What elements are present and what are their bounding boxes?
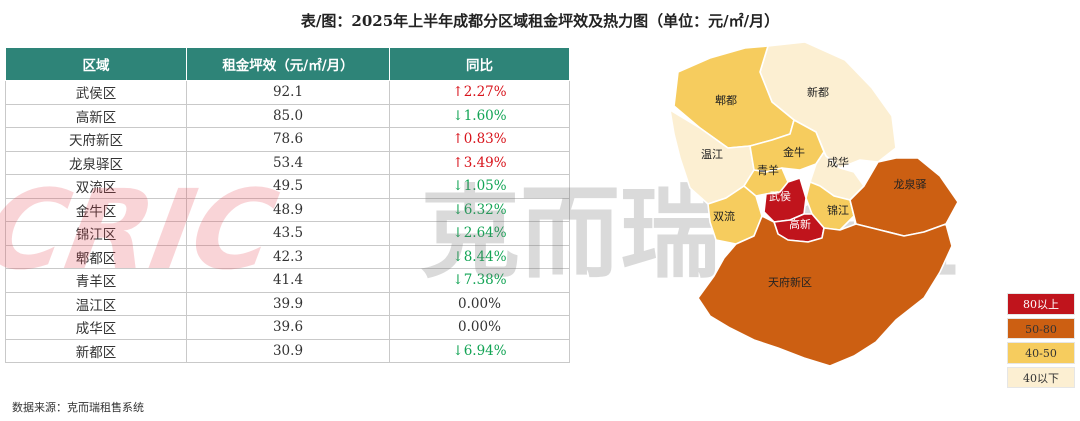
cell-rent: 48.9 xyxy=(186,197,390,222)
map-label: 武侯 xyxy=(769,189,791,203)
legend-item: 80以上 xyxy=(1007,293,1075,315)
header-rent: 租金坪效（元/㎡/月） xyxy=(186,47,390,81)
cell-district: 武侯区 xyxy=(5,80,187,105)
cell-yoy: 0.00% xyxy=(389,315,570,340)
cell-yoy: ↓8.44% xyxy=(389,244,570,269)
map-label: 成华 xyxy=(827,155,849,169)
map-district-tianfu xyxy=(697,215,953,367)
cell-yoy: ↓6.94% xyxy=(389,338,570,363)
cell-yoy: 0.00% xyxy=(389,291,570,316)
table-row: 温江区 39.9 0.00% xyxy=(5,291,570,316)
cell-district: 双流区 xyxy=(5,174,187,199)
map-label: 温江 xyxy=(701,148,723,161)
cell-yoy: ↓2.64% xyxy=(389,221,570,246)
cell-district: 新都区 xyxy=(5,338,187,363)
table-row: 郫都区 42.3 ↓8.44% xyxy=(5,244,570,269)
cell-rent: 53.4 xyxy=(186,150,390,175)
cell-yoy: ↑2.27% xyxy=(389,80,570,105)
cell-district: 郫都区 xyxy=(5,244,187,269)
map-label: 金牛 xyxy=(783,145,805,159)
map-label: 龙泉驿 xyxy=(894,177,927,191)
cell-rent: 85.0 xyxy=(186,103,390,128)
table-row: 龙泉驿区 53.4 ↑3.49% xyxy=(5,150,570,175)
page-title: 表/图：2025年上半年成都分区域租金坪效及热力图（单位：元/㎡/月） xyxy=(300,12,780,30)
legend-item: 40-50 xyxy=(1007,342,1075,364)
cell-yoy: ↓1.05% xyxy=(389,174,570,199)
cell-rent: 39.6 xyxy=(186,315,390,340)
cell-yoy: ↓1.60% xyxy=(389,103,570,128)
map-label: 双流 xyxy=(713,209,735,223)
legend-item: 40以下 xyxy=(1007,366,1075,388)
map-label: 郫都 xyxy=(715,93,737,107)
cell-district: 金牛区 xyxy=(5,197,187,222)
cell-yoy: ↑3.49% xyxy=(389,150,570,175)
cell-rent: 43.5 xyxy=(186,221,390,246)
cell-district: 高新区 xyxy=(5,103,187,128)
cell-district: 成华区 xyxy=(5,315,187,340)
map-label: 高新 xyxy=(789,217,811,231)
map-district-wuhou xyxy=(763,177,807,223)
table-row: 武侯区 92.1 ↑2.27% xyxy=(5,80,570,105)
rent-table: 区域 租金坪效（元/㎡/月） 同比 武侯区 92.1 ↑2.27% 高新区 85.0 ↓1… xyxy=(5,47,570,363)
cell-district: 青羊区 xyxy=(5,268,187,293)
table-row: 成华区 39.6 0.00% xyxy=(5,315,570,340)
table-row: 青羊区 41.4 ↓7.38% xyxy=(5,268,570,293)
cell-district: 温江区 xyxy=(5,291,187,316)
map-legend: 80以上 50-80 40-50 40以下 xyxy=(1007,293,1075,391)
table-row: 金牛区 48.9 ↓6.32% xyxy=(5,197,570,222)
cell-rent: 49.5 xyxy=(186,174,390,199)
cell-yoy: ↓7.38% xyxy=(389,268,570,293)
cell-district: 天府新区 xyxy=(5,127,187,152)
data-source: 数据来源：克而瑞租售系统 xyxy=(12,401,144,414)
table-row: 天府新区 78.6 ↑0.83% xyxy=(5,127,570,152)
cell-rent: 42.3 xyxy=(186,244,390,269)
cell-rent: 30.9 xyxy=(186,338,390,363)
table-row: 锦江区 43.5 ↓2.64% xyxy=(5,221,570,246)
map-label: 天府新区 xyxy=(768,275,812,289)
map-label: 新都 xyxy=(807,85,829,99)
table-row: 双流区 49.5 ↓1.05% xyxy=(5,174,570,199)
header-yoy: 同比 xyxy=(389,47,570,81)
cell-rent: 39.9 xyxy=(186,291,390,316)
table-row: 高新区 85.0 ↓1.60% xyxy=(5,103,570,128)
table-header-row: 区域 租金坪效（元/㎡/月） 同比 xyxy=(5,47,570,81)
map-district-jinjiang xyxy=(805,181,855,231)
map-district-longquanyi xyxy=(849,157,959,237)
header-district: 区域 xyxy=(5,47,187,81)
cell-rent: 92.1 xyxy=(186,80,390,105)
cell-yoy: ↓6.32% xyxy=(389,197,570,222)
map-label: 锦江 xyxy=(827,203,849,217)
table-row: 新都区 30.9 ↓6.94% xyxy=(5,338,570,363)
cell-rent: 78.6 xyxy=(186,127,390,152)
legend-item: 50-80 xyxy=(1007,317,1075,339)
map-label: 青羊 xyxy=(757,163,779,177)
cell-rent: 41.4 xyxy=(186,268,390,293)
cell-district: 龙泉驿区 xyxy=(5,150,187,175)
cell-district: 锦江区 xyxy=(5,221,187,246)
cell-yoy: ↑0.83% xyxy=(389,127,570,152)
